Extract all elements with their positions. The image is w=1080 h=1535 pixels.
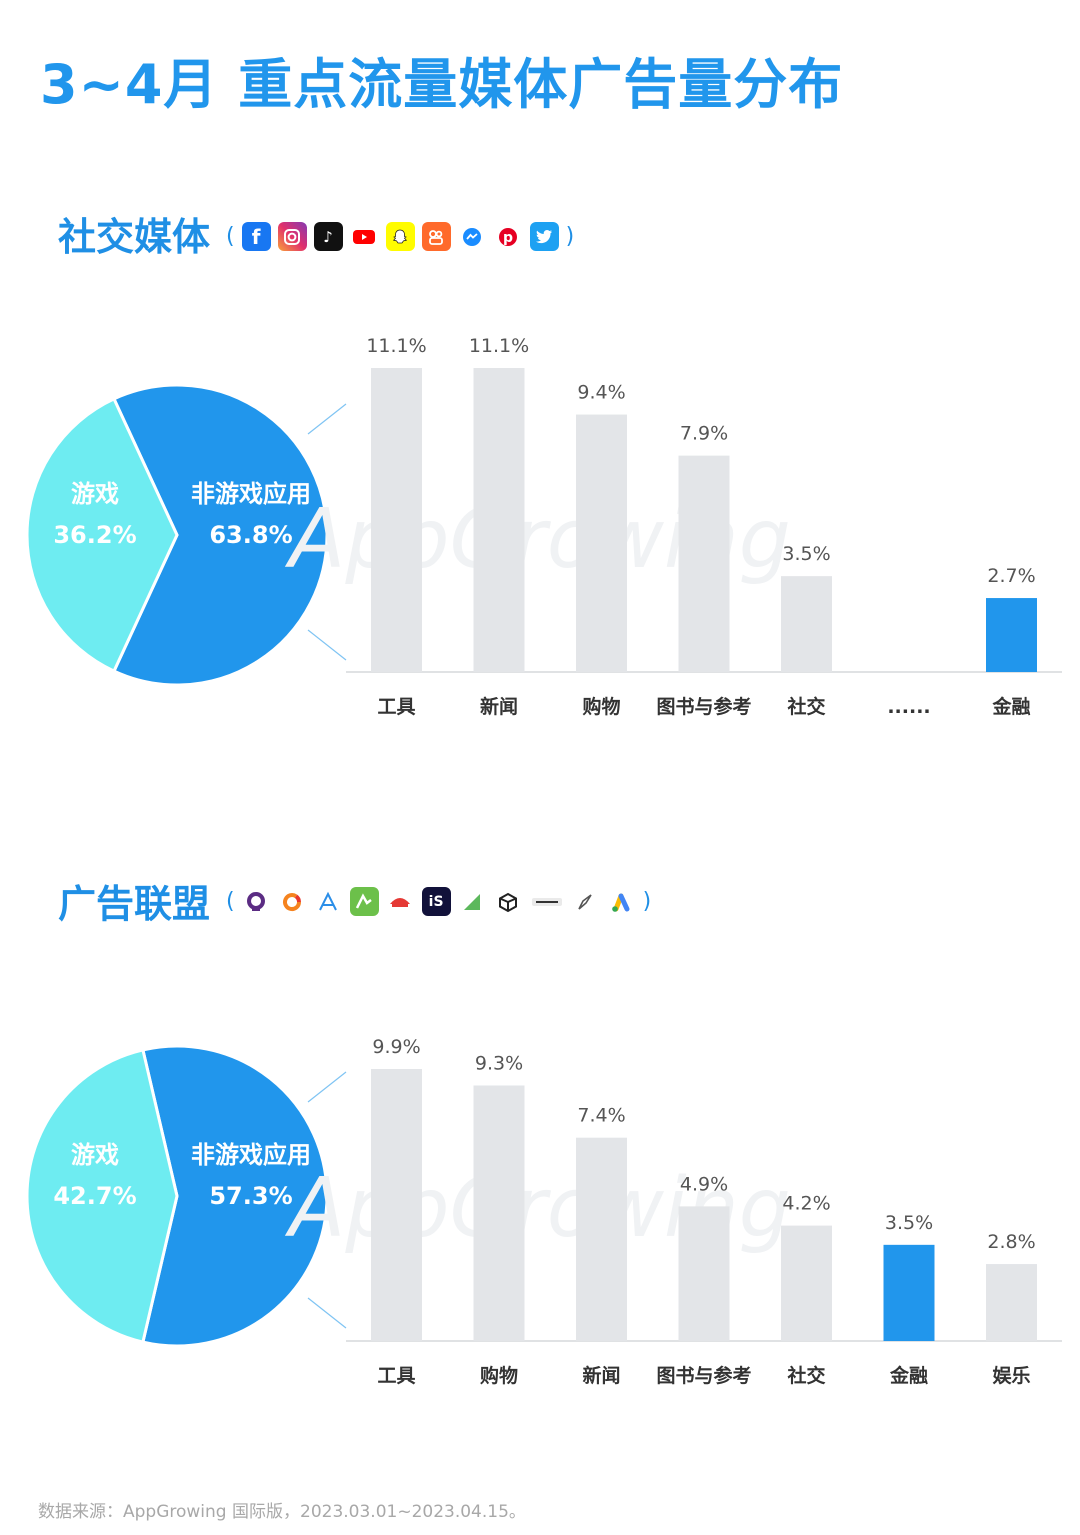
unity-icon [493,887,523,916]
chartboost-icon [457,887,487,916]
paren-open: ( [226,224,235,249]
bar-value-label: 4.9% [680,1173,728,1195]
category-label: 娱乐 [992,1364,1030,1387]
pie-value-non-game: 63.8% [209,521,292,549]
svg-text:p: p [503,230,513,246]
applovin-ring-icon [277,887,307,916]
page-title: 3~4月 重点流量媒体广告量分布 [40,53,844,116]
paren-open: ( [226,889,235,914]
pie-slice-game [25,1048,179,1344]
snapchat-icon [385,222,415,251]
bar-value-label: 9.9% [372,1036,420,1058]
category-label: 新闻 [582,1364,620,1387]
pie-slice-non-game [111,383,329,687]
section-title-ad-network: 广告联盟 [58,882,211,926]
connector-line-top [307,403,347,435]
bar-3 [576,1137,627,1341]
pangle-icon [385,887,415,916]
category-label: 新闻 [480,695,518,718]
bar-value-label: 7.4% [577,1105,625,1127]
bar-value-label: 9.3% [475,1052,523,1074]
category-label: 购物 [582,695,620,718]
bar-2 [473,368,525,672]
bar-value-label: 7.9% [680,423,728,445]
connector-line-bottom [307,629,347,661]
bar-4 [678,455,730,672]
bar-value-label: 3.5% [782,543,830,565]
pie-value-game: 36.2% [53,521,136,549]
inmobi-icon [570,887,600,916]
google-ads-icon [606,887,636,916]
instagram-icon [277,222,307,251]
category-label: 图书与参考 [656,695,751,718]
pie-label-game: 游戏 [71,480,119,508]
kuaishou-icon [421,222,451,251]
bar-5 [781,1225,832,1341]
bar-7 [986,1264,1037,1341]
bar-value-label: 3.5% [885,1212,933,1234]
messenger-icon [457,222,487,251]
paren-close: ) [642,889,652,914]
bar-value-label: 4.2% [782,1193,830,1215]
category-label: ...... [887,696,930,718]
connector-line-top [307,1071,347,1103]
bar-6 [883,1244,935,1341]
facebook-icon: f [241,222,271,251]
tiktok-icon: ♪ [313,222,343,251]
youtube-icon [349,222,379,251]
category-label: 社交 [786,695,825,718]
ad-network-icon-row: ( iS ) [226,887,651,916]
pie-value-non-game: 57.3% [209,1182,292,1210]
pie-value-game: 42.7% [53,1182,136,1210]
category-label: 社交 [786,1364,825,1387]
connector-line-bottom [307,1297,347,1329]
bar-2 [473,1085,525,1341]
bar-7 [986,598,1037,672]
bar-value-label: 2.7% [987,565,1035,587]
social-media-chart: 游戏36.2%非游戏应用63.8%AppGrowing11.1%工具11.1%新… [25,335,1062,718]
social-media-icon-row: ( f ♪ p ) [226,222,574,251]
ironsource-icon: iS [421,887,451,916]
bar-4 [678,1206,730,1341]
pie-label-game: 游戏 [71,1141,119,1169]
bar-value-label: 2.8% [987,1231,1035,1253]
category-label: 金融 [889,1364,928,1387]
category-label: 工具 [377,696,415,718]
bar-3 [576,414,627,672]
ad-network-chart: 游戏42.7%非游戏应用57.3%AppGrowing9.9%工具9.3%购物7… [25,1036,1062,1387]
pinterest-icon: p [493,222,523,251]
bar-1 [371,1069,422,1341]
pie-slice-non-game [141,1044,329,1348]
bar-value-label: 11.1% [469,335,529,357]
pie-slice-game [25,396,179,674]
category-label: 工具 [377,1365,415,1387]
category-label: 图书与参考 [656,1364,751,1387]
pie-label-non-game: 非游戏应用 [191,1141,311,1169]
bar-value-label: 11.1% [366,335,426,357]
source-note: 数据来源：AppGrowing 国际版，2023.03.01~2023.04.1… [38,1502,526,1522]
admob-ring-icon [241,887,271,916]
bar-value-label: 9.4% [577,382,625,404]
category-label: 购物 [480,1364,518,1387]
bar-5 [781,576,832,672]
bar-1 [371,368,422,672]
pie-label-non-game: 非游戏应用 [191,480,311,508]
category-label: 金融 [991,695,1030,718]
section-title-social-media: 社交媒体 [58,215,211,259]
mintegral-icon [349,887,379,916]
applovin-a-icon [313,887,343,916]
vungle-icon [529,887,564,916]
paren-close: ) [565,224,575,249]
twitter-icon [529,222,559,251]
